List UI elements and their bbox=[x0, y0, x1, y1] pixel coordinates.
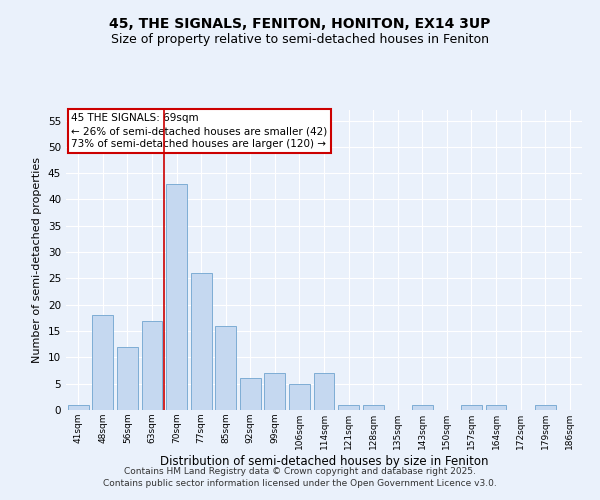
Bar bbox=[68, 404, 89, 410]
Bar bbox=[535, 404, 556, 410]
Text: Size of property relative to semi-detached houses in Feniton: Size of property relative to semi-detach… bbox=[111, 32, 489, 46]
Bar bbox=[412, 404, 433, 410]
Bar bbox=[92, 316, 113, 410]
Bar bbox=[485, 404, 506, 410]
Bar bbox=[314, 373, 334, 410]
Bar bbox=[240, 378, 261, 410]
Text: 45 THE SIGNALS: 69sqm
← 26% of semi-detached houses are smaller (42)
73% of semi: 45 THE SIGNALS: 69sqm ← 26% of semi-deta… bbox=[71, 113, 328, 150]
Bar bbox=[461, 404, 482, 410]
Text: 45, THE SIGNALS, FENITON, HONITON, EX14 3UP: 45, THE SIGNALS, FENITON, HONITON, EX14 … bbox=[109, 18, 491, 32]
Bar bbox=[265, 373, 286, 410]
Bar bbox=[215, 326, 236, 410]
Bar bbox=[338, 404, 359, 410]
Bar bbox=[117, 347, 138, 410]
Bar bbox=[166, 184, 187, 410]
Text: Contains HM Land Registry data © Crown copyright and database right 2025.
Contai: Contains HM Land Registry data © Crown c… bbox=[103, 466, 497, 487]
Bar bbox=[362, 404, 383, 410]
Bar bbox=[142, 320, 163, 410]
Bar bbox=[289, 384, 310, 410]
Bar bbox=[191, 273, 212, 410]
Y-axis label: Number of semi-detached properties: Number of semi-detached properties bbox=[32, 157, 43, 363]
X-axis label: Distribution of semi-detached houses by size in Feniton: Distribution of semi-detached houses by … bbox=[160, 454, 488, 468]
